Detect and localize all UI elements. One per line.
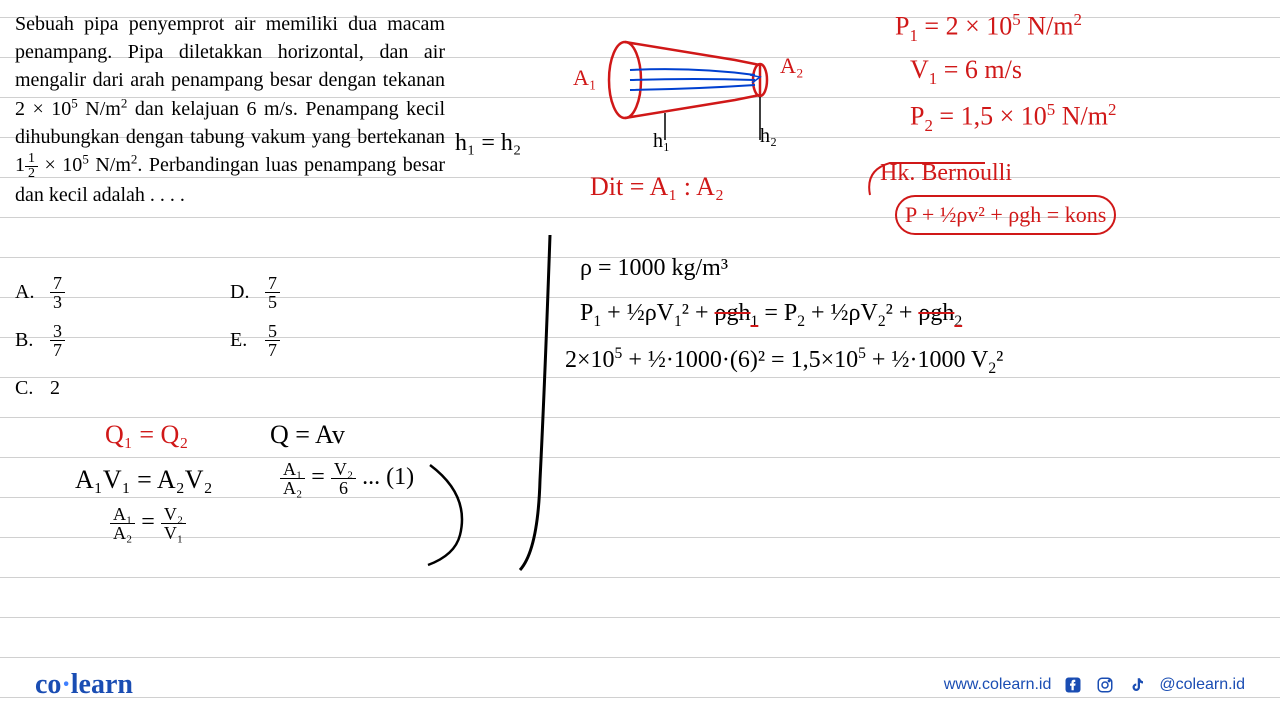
footer: co·learn www.colearn.id @colearn.id xyxy=(0,665,1280,705)
given-v1: V1 = 6 m/s xyxy=(910,55,1022,89)
option-a: A.73 xyxy=(15,268,65,316)
facebook-icon xyxy=(1063,675,1083,695)
option-d: D.75 xyxy=(230,268,280,316)
bernoulli-bracket xyxy=(860,155,1000,205)
brand-logo: co·learn xyxy=(35,669,133,701)
cont-q1q2: Q₁ = Q₂ xyxy=(105,420,188,450)
option-c: C.2 xyxy=(15,364,65,412)
cont-av-eq: A₁V₁ = A₂V₂ xyxy=(75,465,213,495)
label-a1: A₁ xyxy=(573,65,597,91)
footer-url: www.colearn.id xyxy=(944,676,1052,694)
cont-qav: Q = Av xyxy=(270,420,345,450)
option-e: E.57 xyxy=(230,316,280,364)
closing-curve xyxy=(420,455,490,575)
h-equality: h₁ = h₂ xyxy=(455,130,521,157)
cont-ratio-v: A₁A₂ = V₂V₁ xyxy=(110,505,186,542)
label-h1: h₁ xyxy=(653,130,670,153)
rho-value: ρ = 1000 kg/m³ xyxy=(580,255,728,282)
asked: Dit = A₁ : A₂ xyxy=(590,172,724,202)
instagram-icon xyxy=(1095,675,1115,695)
problem-body: Sebuah pipa penyemprot air memiliki dua … xyxy=(15,13,445,206)
label-h2: h₂ xyxy=(760,125,777,148)
bernoulli-eq1: P1 + ½ρV1² + ρgh1 = P2 + ½ρV2² + ρgh2 xyxy=(580,300,962,331)
pipe-diagram: A₁ A₂ h₁ h₂ xyxy=(565,25,815,145)
given-p1: P1 = 2 × 105 N/m2 xyxy=(895,10,1082,46)
given-p2: P2 = 1,5 × 105 N/m2 xyxy=(910,100,1116,136)
tiktok-icon xyxy=(1127,675,1147,695)
cont-ratio-eq: A₁A₂ = V₂6 ... (1) xyxy=(280,460,414,497)
option-b: B.37 xyxy=(15,316,65,364)
label-a2: A₂ xyxy=(780,53,804,79)
bernoulli-eq2: 2×105 + ½·1000·(6)² = 1,5×105 + ½·1000 V… xyxy=(565,345,1003,378)
divider-curve xyxy=(510,230,570,610)
footer-handle: @colearn.id xyxy=(1159,676,1245,694)
problem-statement: Sebuah pipa penyemprot air memiliki dua … xyxy=(15,10,445,209)
